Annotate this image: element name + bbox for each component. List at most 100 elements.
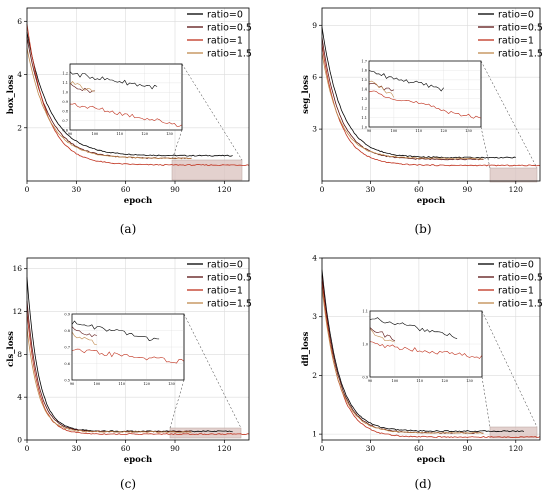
legend-label: ratio=0	[498, 259, 534, 270]
inset-border	[368, 60, 482, 128]
zoom-connector	[481, 310, 538, 428]
zoom-region	[489, 167, 538, 183]
zoom-connector	[183, 313, 242, 429]
inset-series-line-2	[69, 82, 95, 93]
panel-caption: (c)	[120, 477, 136, 491]
inset-frame	[368, 60, 482, 128]
legend-label: ratio=0.5	[207, 22, 252, 33]
inset-series-line-3	[71, 348, 185, 364]
inset-zoom-4: 90 100 110 120 130 0.9 1.0 1.1	[362, 309, 538, 428]
inset-y-tick-label: 1.7	[361, 59, 367, 63]
zoom-connector	[481, 376, 491, 428]
inset-zoom-3: 90 100 110 120 130 0.5 0.6 0.7 0.8 0.9	[64, 312, 242, 429]
plot-frame	[321, 257, 541, 441]
series-line-4	[26, 47, 192, 160]
legend-label: ratio=0	[207, 9, 243, 20]
y-tick-label: 4	[17, 70, 22, 79]
y-axis-label: dfl_loss	[301, 331, 311, 366]
x-tick-label: 0	[25, 185, 30, 194]
inset-series-line-3	[369, 341, 483, 359]
x-axis-label: epoch	[124, 455, 152, 465]
inset-x-tick-label: 100	[392, 379, 399, 383]
legend-label: ratio=0.5	[498, 272, 543, 283]
x-axis-label: epoch	[417, 196, 445, 206]
inset-y-tick-label: 1.1	[362, 309, 368, 313]
y-tick-label: 6	[312, 73, 317, 82]
inset-y-tick-label: 0.8	[62, 109, 68, 113]
x-tick-label: 120	[509, 185, 524, 194]
inset-y-tick-label: 1.5	[361, 78, 367, 82]
zoom-connector	[480, 60, 538, 169]
x-tick-label: 90	[463, 444, 473, 453]
inset-y-tick-label: 1.6	[361, 69, 367, 73]
legend-label: ratio=0	[498, 9, 534, 20]
legend-label: ratio=1	[498, 285, 534, 296]
inset-x-tick-label: 130	[166, 132, 173, 136]
inset-x-tick-label: 90	[368, 379, 372, 383]
plot-frame	[321, 7, 541, 182]
x-tick-label: 0	[25, 444, 30, 453]
legend-label: ratio=0.5	[498, 22, 543, 33]
series-line-4	[321, 52, 484, 160]
x-axis-label: epoch	[417, 455, 445, 465]
chart-panel-2: 0 30 60 90 120 3 6 9 epoch seg_loss ratio=0 ratio=0…	[301, 7, 543, 236]
panel-caption: (d)	[414, 477, 431, 491]
inset-x-tick-label: 110	[116, 132, 123, 136]
zoom-connector	[169, 379, 185, 429]
legend-label: ratio=1.5	[207, 298, 252, 309]
y-tick-label: 3	[312, 125, 317, 134]
inset-zoom-1: 90 100 110 120 130 0.6 0.7 0.8 0.9 1.0 1.1 1.2	[62, 63, 243, 161]
inset-y-tick-label: 1.0	[362, 342, 368, 346]
series-line-1	[26, 31, 233, 157]
x-tick-label: 60	[414, 444, 424, 453]
x-tick-label: 0	[320, 185, 325, 194]
inset-series-line-3	[368, 90, 482, 119]
series-line-1	[321, 26, 516, 159]
x-axis-label: epoch	[124, 196, 152, 206]
inset-frame	[69, 63, 183, 131]
y-tick-label: 6	[17, 17, 22, 26]
inset-x-tick-label: 100	[391, 129, 398, 133]
chart-panel-1: 0 30 60 90 120 2 4 6 epoch box_loss ratio=0 ratio=0…	[6, 7, 252, 236]
series-line-3	[321, 281, 541, 438]
x-tick-label: 30	[72, 444, 82, 453]
y-tick-label: 0	[17, 436, 22, 445]
zoom-connector	[480, 126, 491, 169]
inset-series-line-1	[71, 320, 160, 341]
inset-x-tick-label: 130	[466, 379, 473, 383]
inset-y-tick-label: 1.0	[361, 125, 367, 129]
inset-y-tick-label: 1.2	[62, 72, 68, 76]
series-line-4	[26, 327, 192, 433]
zoom-region	[169, 427, 242, 439]
x-tick-label: 60	[414, 185, 424, 194]
y-tick-label: 4	[17, 393, 22, 402]
inset-series-line-2	[368, 82, 395, 92]
inset-x-tick-label: 90	[367, 129, 371, 133]
inset-y-tick-label: 0.7	[62, 119, 68, 123]
inset-x-tick-label: 100	[92, 132, 99, 136]
series-line-1	[321, 269, 525, 433]
zoom-region	[489, 426, 538, 439]
inset-y-tick-label: 0.8	[64, 329, 70, 333]
inset-zoom-2: 90 100 110 120 130 1.0 1.1 1.2 1.3 1.4 1.5 1.6 1.7	[361, 59, 538, 169]
legend-label: ratio=1	[207, 285, 243, 296]
inset-x-tick-label: 120	[141, 132, 148, 136]
y-axis-label: seg_loss	[301, 75, 311, 114]
panel-caption: (a)	[120, 222, 137, 236]
y-tick-label: 2	[17, 123, 22, 132]
inset-series-line-1	[369, 317, 458, 339]
x-tick-label: 90	[170, 444, 180, 453]
inset-y-tick-label: 1.3	[361, 97, 367, 101]
inset-y-tick-label: 1.1	[361, 116, 367, 120]
inset-series-line-4	[69, 81, 95, 92]
inset-x-tick-label: 110	[415, 129, 422, 133]
inset-series-line-2	[71, 326, 97, 338]
y-tick-label: 8	[17, 350, 22, 359]
inset-y-tick-label: 0.7	[64, 345, 70, 349]
inset-series-line-4	[71, 331, 97, 345]
inset-y-tick-label: 1.4	[361, 88, 367, 92]
inset-y-tick-label: 1.0	[62, 91, 68, 95]
x-tick-label: 120	[217, 185, 232, 194]
legend-label: ratio=1	[207, 35, 243, 46]
